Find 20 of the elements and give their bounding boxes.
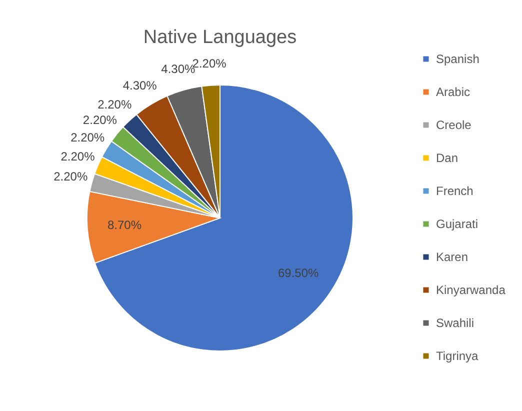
legend-label: Kinyarwanda	[436, 283, 506, 297]
data-label: 8.70%	[107, 218, 142, 232]
legend-label: Creole	[436, 118, 472, 132]
legend-label: Gujarati	[436, 217, 478, 231]
legend-label: Arabic	[436, 85, 470, 99]
data-label: 4.30%	[122, 78, 158, 92]
legend-label: Tigrinya	[436, 349, 479, 363]
legend-label: Spanish	[436, 52, 480, 66]
data-label: 2.20%	[98, 97, 132, 112]
legend-label: Dan	[436, 151, 458, 165]
legend-label: French	[436, 184, 474, 198]
data-label: 2.20%	[54, 170, 88, 184]
data-label: 69.50%	[278, 266, 320, 280]
legend-label: Karen	[436, 250, 468, 264]
data-label: 2.20%	[82, 112, 118, 127]
chart-title: Native Languages	[143, 27, 297, 48]
data-label: 2.20%	[70, 130, 105, 144]
data-label: 2.20%	[60, 149, 96, 164]
data-label: 4.30%	[161, 62, 196, 76]
legend-label: Swahili	[436, 316, 474, 330]
